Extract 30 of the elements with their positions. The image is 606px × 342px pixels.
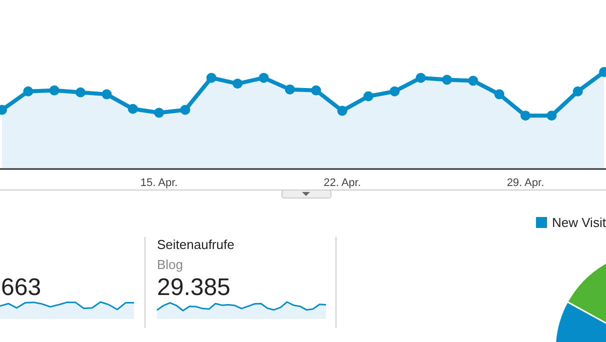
- point: [180, 104, 190, 115]
- point: [337, 106, 348, 116]
- point: [284, 84, 295, 94]
- point: [442, 74, 452, 85]
- point: [232, 78, 243, 89]
- point: [102, 89, 112, 100]
- point: [468, 76, 478, 86]
- point: [416, 72, 426, 83]
- x-tick-label: 22. Apr.: [324, 177, 361, 189]
- point: [76, 87, 86, 98]
- text: 663: [1, 274, 42, 301]
- x-tick-label: 15. Apr.: [140, 177, 178, 189]
- x-tick-label: 29. Apr.: [506, 177, 544, 189]
- point: [258, 72, 269, 83]
- point: [494, 89, 504, 100]
- point: [154, 108, 164, 118]
- point: [49, 85, 60, 96]
- point: [363, 91, 374, 102]
- legend-label: New Visit: [552, 215, 606, 230]
- point: [546, 110, 557, 121]
- point: [128, 104, 138, 114]
- point: [23, 86, 34, 96]
- point: [311, 85, 322, 96]
- text: 29.385: [157, 274, 230, 301]
- point: [572, 86, 583, 96]
- chart-subtitle: Blog: [157, 257, 184, 272]
- chart-title: Seitenaufrufe: [157, 237, 234, 252]
- point: [206, 72, 216, 83]
- point: [520, 110, 530, 121]
- point: [390, 86, 400, 96]
